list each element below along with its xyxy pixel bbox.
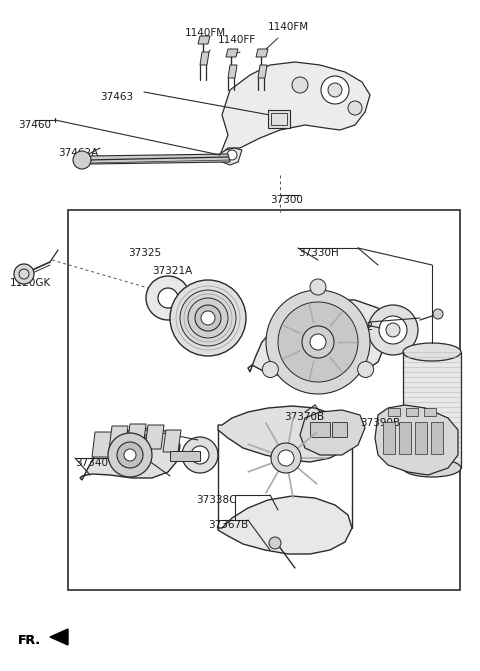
Circle shape (266, 290, 370, 394)
Circle shape (368, 305, 418, 355)
Polygon shape (218, 406, 352, 462)
Polygon shape (218, 148, 242, 165)
Circle shape (73, 151, 91, 169)
Circle shape (271, 443, 301, 473)
Circle shape (310, 279, 326, 295)
Polygon shape (226, 49, 238, 57)
Bar (383, 422, 395, 454)
Circle shape (278, 450, 294, 466)
Text: 37367B: 37367B (208, 520, 248, 530)
Text: 37332: 37332 (340, 322, 373, 332)
Polygon shape (198, 36, 210, 44)
Circle shape (386, 323, 400, 337)
Circle shape (269, 537, 281, 549)
Text: 1120GK: 1120GK (10, 278, 51, 288)
Text: 37342: 37342 (116, 430, 149, 440)
Text: 37325: 37325 (128, 248, 161, 258)
Polygon shape (88, 154, 230, 164)
Text: FR.: FR. (18, 634, 41, 647)
Polygon shape (375, 405, 458, 475)
Polygon shape (127, 424, 146, 448)
Text: 37370B: 37370B (284, 412, 324, 422)
Bar (388, 408, 400, 416)
Polygon shape (228, 65, 237, 78)
Text: 37321A: 37321A (152, 266, 192, 276)
Bar (431, 422, 443, 454)
Bar (415, 422, 427, 454)
Polygon shape (300, 410, 365, 455)
Circle shape (328, 83, 342, 97)
Polygon shape (256, 49, 268, 57)
Circle shape (170, 280, 246, 356)
Ellipse shape (403, 459, 461, 477)
Polygon shape (218, 496, 352, 554)
Bar (399, 422, 411, 454)
Circle shape (195, 305, 221, 331)
Circle shape (117, 442, 143, 468)
Text: 1140FM: 1140FM (268, 22, 309, 32)
Polygon shape (92, 432, 113, 457)
Circle shape (379, 316, 407, 344)
Bar (271, 113, 287, 125)
Circle shape (433, 309, 443, 319)
Bar (310, 422, 330, 437)
Text: 37390B: 37390B (360, 418, 400, 428)
Text: FR.: FR. (18, 634, 41, 647)
Ellipse shape (403, 343, 461, 361)
Circle shape (227, 150, 237, 160)
Circle shape (321, 76, 349, 104)
Text: 37338C: 37338C (196, 495, 237, 505)
Polygon shape (248, 300, 385, 382)
Circle shape (108, 433, 152, 477)
Circle shape (14, 264, 34, 284)
Text: 37334: 37334 (290, 314, 323, 324)
Bar (332, 422, 347, 437)
Text: 1140FM: 1140FM (185, 28, 226, 38)
Bar (68, 210, 460, 590)
Circle shape (348, 101, 362, 115)
Text: 37340: 37340 (75, 458, 108, 468)
Circle shape (158, 288, 178, 308)
Text: 1140FF: 1140FF (218, 35, 256, 45)
Circle shape (182, 437, 218, 473)
Text: 37330H: 37330H (298, 248, 339, 258)
Circle shape (358, 362, 373, 378)
Bar (406, 408, 418, 416)
Circle shape (188, 298, 228, 338)
Polygon shape (220, 62, 370, 155)
Circle shape (124, 449, 136, 461)
Text: 37300: 37300 (270, 195, 303, 205)
Circle shape (201, 311, 215, 325)
Polygon shape (200, 52, 209, 65)
Polygon shape (403, 352, 461, 468)
Circle shape (310, 334, 326, 350)
Text: 37462A: 37462A (58, 148, 98, 158)
Bar (268, 110, 290, 128)
Circle shape (302, 326, 334, 358)
Circle shape (191, 446, 209, 464)
Polygon shape (145, 425, 164, 449)
Text: 37460: 37460 (18, 120, 51, 130)
Polygon shape (163, 430, 181, 452)
Polygon shape (258, 65, 267, 78)
Bar (424, 408, 436, 416)
Polygon shape (170, 451, 200, 461)
Circle shape (180, 290, 236, 346)
Polygon shape (80, 428, 180, 480)
Polygon shape (109, 426, 128, 450)
Polygon shape (50, 629, 68, 645)
Circle shape (146, 276, 190, 320)
Circle shape (278, 302, 358, 382)
Circle shape (292, 77, 308, 93)
Text: 37463: 37463 (100, 92, 133, 102)
Circle shape (263, 362, 278, 378)
